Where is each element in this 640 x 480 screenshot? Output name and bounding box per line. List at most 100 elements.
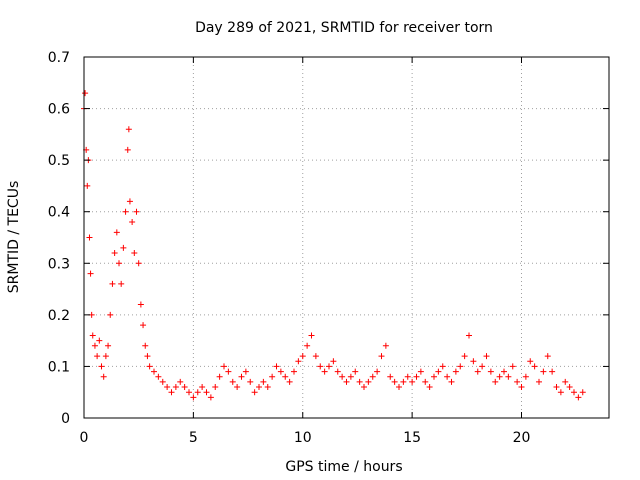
data-point xyxy=(142,342,149,349)
axis-ticks: 0 5 10 15 20 0 0.1 0.2 0.3 0.4 0.5 0.6 0.7 xyxy=(48,50,609,446)
data-point xyxy=(553,384,560,391)
y-tick-label: 0.4 xyxy=(48,205,70,221)
data-point xyxy=(579,389,586,396)
data-point xyxy=(124,146,131,153)
data-point xyxy=(466,332,472,339)
data-point xyxy=(474,368,481,375)
data-point xyxy=(212,384,219,391)
data-point xyxy=(387,373,394,380)
data-point xyxy=(98,363,105,370)
data-point xyxy=(116,260,122,267)
data-point xyxy=(439,363,446,370)
data-point xyxy=(122,208,129,215)
data-point xyxy=(113,229,120,236)
y-tick-label: 0.6 xyxy=(48,102,70,118)
data-point xyxy=(549,368,556,375)
data-point xyxy=(199,384,206,391)
data-point xyxy=(378,353,385,360)
data-point xyxy=(137,301,144,308)
data-point xyxy=(487,368,494,375)
plot-frame xyxy=(83,56,610,419)
data-point xyxy=(96,337,103,344)
data-point xyxy=(269,373,276,380)
data-point xyxy=(86,234,93,241)
data-point xyxy=(575,394,582,401)
data-point xyxy=(260,378,267,385)
data-point xyxy=(566,384,573,391)
data-point xyxy=(496,373,503,380)
data-point xyxy=(369,373,376,380)
data-point xyxy=(483,353,490,360)
data-point xyxy=(426,384,433,391)
chart-title: Day 289 of 2021, SRMTID for receiver tor… xyxy=(195,20,493,36)
y-axis-label: SRMTID / TECUs xyxy=(6,181,22,294)
y-tick-label: 0.1 xyxy=(48,359,70,375)
data-point xyxy=(164,384,171,391)
data-point xyxy=(286,378,293,385)
data-point xyxy=(190,394,197,401)
data-point xyxy=(391,378,398,385)
data-point xyxy=(531,363,538,370)
data-point xyxy=(291,368,297,375)
data-point xyxy=(352,368,359,375)
x-tick-label: 10 xyxy=(294,430,312,446)
data-point xyxy=(330,358,337,365)
data-point xyxy=(140,322,147,329)
data-point xyxy=(144,353,151,360)
data-point xyxy=(304,342,311,349)
data-point xyxy=(247,378,254,385)
data-point xyxy=(168,389,175,396)
data-point xyxy=(343,378,350,385)
data-point xyxy=(396,384,402,391)
data-point xyxy=(102,353,109,360)
data-point xyxy=(207,394,214,401)
data-point xyxy=(312,353,319,360)
data-point xyxy=(400,378,407,385)
data-point xyxy=(194,389,201,396)
data-point xyxy=(518,384,525,391)
data-point xyxy=(181,384,188,391)
data-point xyxy=(105,342,112,349)
data-point xyxy=(339,373,346,380)
x-tick-label: 20 xyxy=(513,430,531,446)
data-point xyxy=(273,363,280,370)
data-point xyxy=(225,368,232,375)
data-point xyxy=(562,378,569,385)
data-point xyxy=(84,182,91,189)
data-point xyxy=(347,373,354,380)
y-tick-label: 0.2 xyxy=(48,308,70,324)
data-point xyxy=(444,373,451,380)
data-point xyxy=(256,384,262,391)
data-point xyxy=(91,342,98,349)
data-point xyxy=(461,353,468,360)
data-point xyxy=(509,363,516,370)
data-point xyxy=(514,378,521,385)
data-point xyxy=(203,389,210,396)
data-point xyxy=(177,378,184,385)
y-tick-label: 0.7 xyxy=(48,50,70,66)
x-tick-label: 0 xyxy=(80,430,89,446)
data-point xyxy=(317,363,324,370)
data-point xyxy=(299,353,306,360)
data-point xyxy=(417,368,424,375)
data-point xyxy=(326,363,332,370)
data-point xyxy=(282,373,289,380)
data-point xyxy=(435,368,442,375)
data-point xyxy=(125,126,132,133)
data-point xyxy=(431,373,437,380)
data-point xyxy=(118,280,125,287)
data-point xyxy=(89,332,96,339)
data-point xyxy=(146,363,153,370)
data-point xyxy=(522,373,529,380)
data-point xyxy=(242,368,249,375)
data-point xyxy=(413,373,420,380)
data-point xyxy=(186,389,192,396)
data-point xyxy=(501,368,507,375)
data-point xyxy=(505,373,512,380)
data-point xyxy=(94,353,101,360)
data-point xyxy=(321,368,328,375)
data-point xyxy=(100,373,107,380)
data-point xyxy=(536,378,542,385)
data-point xyxy=(404,373,411,380)
